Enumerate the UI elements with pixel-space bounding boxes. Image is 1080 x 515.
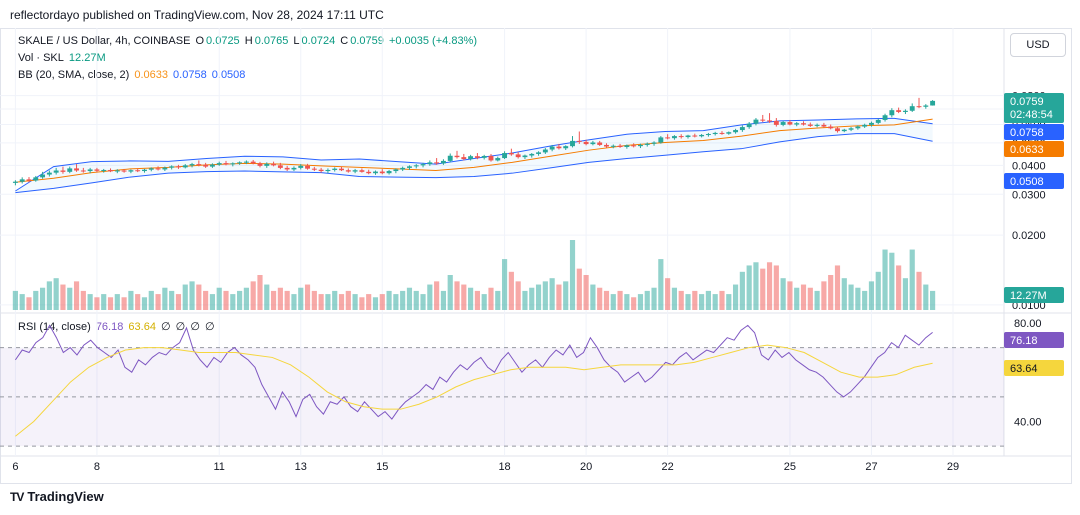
open-value: 0.0725 — [206, 35, 240, 47]
high-value: 0.0765 — [254, 35, 289, 47]
rsi-label[interactable]: RSI (14, close) — [18, 321, 91, 333]
rsi-value: 76.18 — [95, 321, 124, 333]
volume-label[interactable]: Vol · SKL — [18, 52, 64, 64]
rsi-extra-2: ∅ — [175, 321, 186, 333]
rsi-ma-value: 63.64 — [128, 321, 156, 333]
volume-value: 12.27M — [68, 52, 106, 64]
change-value: +0.0035 (+4.83%) — [388, 35, 478, 47]
bb-lower-value: 0.0508 — [211, 69, 246, 81]
bb-basis-value: 0.0633 — [134, 69, 168, 81]
chart-frame — [0, 28, 1072, 484]
ohlc-legend: SKALE / US Dollar, 4h, COINBASE O 0.0725 … — [18, 35, 479, 47]
c-label: C — [340, 35, 349, 47]
o-label: O — [195, 35, 205, 47]
symbol-label[interactable]: SKALE / US Dollar, 4h, COINBASE — [18, 35, 191, 47]
footer-brand[interactable]: TV TradingView — [10, 489, 104, 504]
currency-button[interactable]: USD — [1010, 33, 1066, 57]
low-value: 0.0724 — [301, 35, 336, 47]
publish-line: reflectordayo published on TradingView.c… — [10, 8, 384, 22]
l-label: L — [293, 35, 300, 47]
rsi-extra-1: ∅ — [161, 321, 171, 333]
rsi-legend: RSI (14, close) 76.18 63.64 ∅ ∅ ∅ ∅ — [18, 320, 217, 333]
close-value: 0.0759 — [350, 35, 384, 47]
bb-label[interactable]: BB (20, SMA, close, 2) — [18, 69, 130, 81]
bb-upper-value: 0.0758 — [173, 69, 207, 81]
tradingview-logo-icon: TV — [10, 489, 24, 504]
h-label: H — [244, 35, 253, 47]
volume-legend: Vol · SKL 12.27M — [18, 52, 108, 64]
rsi-extra-3: ∅ — [190, 321, 200, 333]
rsi-extra-4: ∅ — [204, 321, 215, 333]
brand-name: TradingView — [27, 489, 104, 504]
bb-legend: BB (20, SMA, close, 2) 0.0633 0.0758 0.0… — [18, 69, 247, 81]
